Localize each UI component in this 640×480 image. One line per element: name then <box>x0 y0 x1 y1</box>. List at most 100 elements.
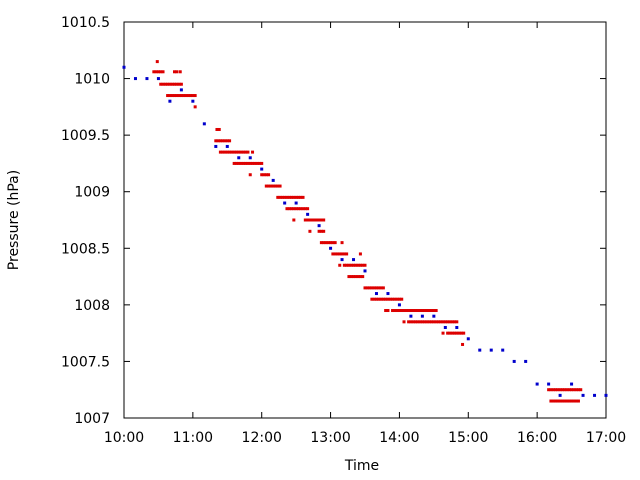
data-point <box>283 201 287 205</box>
data-point <box>420 320 424 324</box>
data-point <box>172 82 176 86</box>
data-point <box>179 88 183 92</box>
data-point <box>370 286 374 290</box>
data-point <box>352 258 356 262</box>
data-point <box>154 70 158 74</box>
data-point <box>446 331 450 335</box>
data-point <box>246 150 250 154</box>
data-point <box>397 303 401 307</box>
data-point <box>432 320 436 324</box>
data-point <box>342 252 346 256</box>
data-point <box>436 320 440 324</box>
data-point <box>234 161 238 165</box>
data-point <box>223 139 227 143</box>
data-point <box>354 263 358 267</box>
data-point <box>285 207 289 211</box>
data-point <box>317 224 321 228</box>
data-point <box>489 348 493 352</box>
data-point <box>122 65 126 69</box>
data-point <box>218 139 222 143</box>
data-point <box>478 348 482 352</box>
data-point <box>418 309 422 313</box>
data-point <box>290 207 294 211</box>
data-point <box>251 161 255 165</box>
data-point <box>296 195 300 199</box>
data-point <box>133 77 137 81</box>
x-tick-label: 15:00 <box>448 430 488 446</box>
data-point <box>570 382 574 386</box>
data-point <box>333 252 337 256</box>
data-point <box>299 195 303 199</box>
data-point <box>397 309 401 313</box>
data-point <box>430 320 434 324</box>
data-point <box>581 393 585 397</box>
data-point <box>535 382 539 386</box>
data-point <box>322 229 326 233</box>
data-point <box>166 94 170 98</box>
data-point <box>168 94 172 98</box>
data-point <box>317 229 321 233</box>
data-point <box>565 388 569 392</box>
data-point <box>459 331 463 335</box>
data-point <box>374 297 378 301</box>
data-point <box>294 207 298 211</box>
data-point <box>551 388 555 392</box>
data-point <box>418 320 422 324</box>
data-point <box>241 161 245 165</box>
y-tick-label: 1008 <box>74 298 110 314</box>
x-tick-label: 11:00 <box>173 430 213 446</box>
data-point <box>558 399 562 403</box>
data-point <box>338 263 342 267</box>
data-point <box>326 241 330 245</box>
data-point <box>182 94 186 98</box>
data-point <box>560 399 564 403</box>
data-point <box>172 70 176 74</box>
data-point <box>593 393 597 397</box>
data-point <box>215 127 219 131</box>
data-point <box>432 309 436 313</box>
data-point <box>441 331 445 335</box>
data-point <box>386 292 390 296</box>
data-point <box>453 320 457 324</box>
data-point <box>400 309 404 313</box>
data-point <box>155 60 159 64</box>
data-point <box>216 139 220 143</box>
data-point <box>290 195 294 199</box>
data-point <box>248 156 252 160</box>
data-point <box>554 399 558 403</box>
data-point <box>563 388 567 392</box>
data-point <box>404 309 408 313</box>
data-point <box>239 161 243 165</box>
data-point <box>163 82 167 86</box>
data-point <box>567 399 571 403</box>
data-point <box>294 201 298 205</box>
data-point <box>345 252 349 256</box>
data-point <box>214 144 218 148</box>
data-point <box>159 70 163 74</box>
data-point <box>331 241 335 245</box>
data-point <box>294 195 298 199</box>
data-point <box>397 297 401 301</box>
data-point <box>168 82 172 86</box>
data-point <box>251 150 255 154</box>
x-tick-label: 13:00 <box>310 430 350 446</box>
data-point <box>276 184 280 188</box>
data-point <box>214 139 218 143</box>
data-point <box>462 331 466 335</box>
data-point <box>271 178 275 182</box>
data-point <box>358 275 362 279</box>
data-point <box>161 70 165 74</box>
data-point <box>453 331 457 335</box>
data-point <box>166 82 170 86</box>
data-point <box>225 139 229 143</box>
data-point <box>432 314 436 318</box>
data-point <box>604 393 608 397</box>
data-point <box>244 161 248 165</box>
data-point <box>363 286 367 290</box>
data-point <box>395 297 399 301</box>
data-point <box>377 297 381 301</box>
data-point <box>225 144 229 148</box>
data-point <box>448 320 452 324</box>
data-point <box>381 286 385 290</box>
